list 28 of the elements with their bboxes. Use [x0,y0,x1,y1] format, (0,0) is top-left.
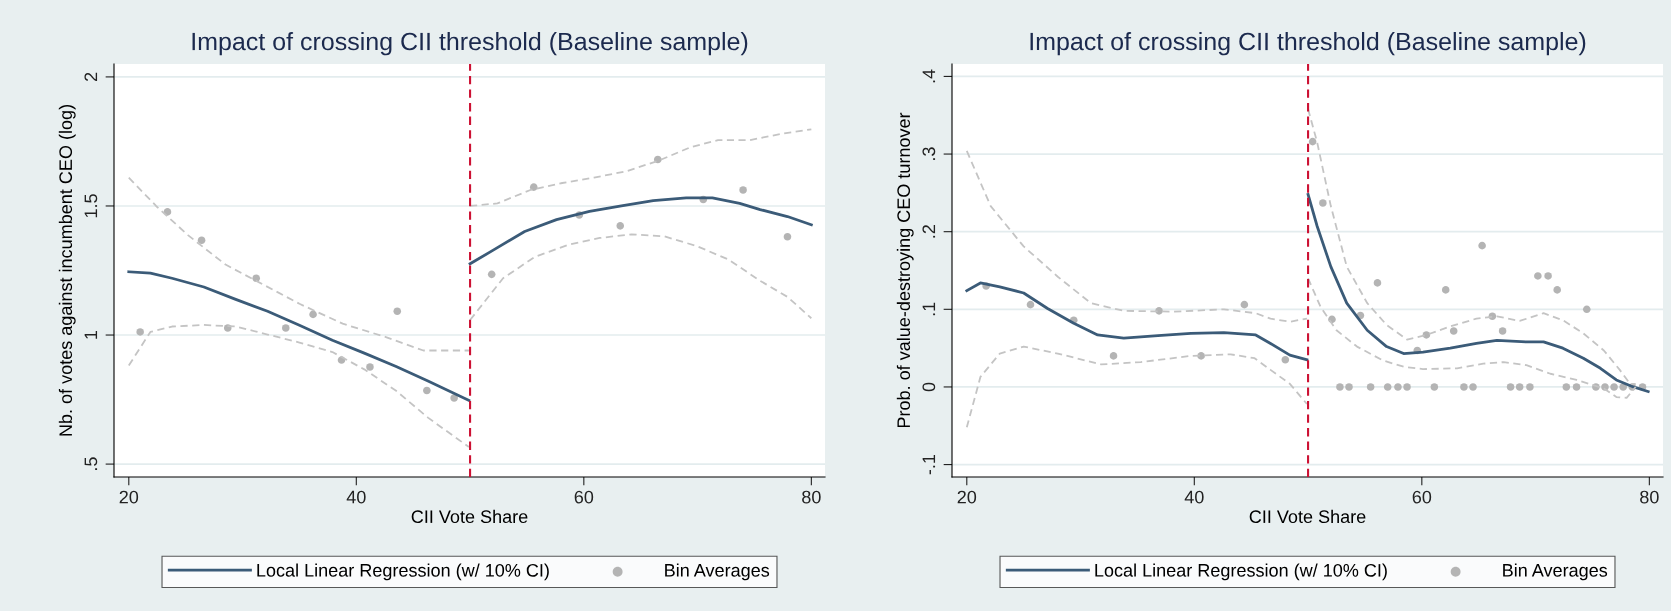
chart-title: Impact of crossing CII threshold (Baseline sample) [1030,31,1586,56]
legend-label: Bin Averages [1503,563,1608,581]
chart-title: Impact of crossing CII threshold (Baseline sample) [192,31,748,56]
y-tick-label: -.1 [922,454,936,475]
y-tick-label: .2 [922,225,936,238]
y-tick-label: 2 [84,72,98,82]
y-tick-label: .4 [922,69,936,83]
y-tick-label: 0 [922,382,936,392]
x-axis-title: CII Vote Share [1249,509,1366,524]
x-tick-label: 80 [802,490,821,504]
legend-label: Local Linear Regression (w/ 10% CI) [1095,563,1387,581]
x-tick-label: 20 [119,490,139,504]
x-tick-label: 20 [957,490,977,504]
legend-label: Bin Averages [665,563,770,581]
x-tick-label: 40 [1184,490,1204,504]
x-tick-label: 60 [574,490,594,504]
y-tick-label: 1.5 [84,194,98,218]
legend-label: Local Linear Regression (w/ 10% CI) [257,563,549,581]
x-tick-label: 80 [1640,490,1659,504]
y-tick-label: .1 [922,302,936,316]
x-tick-label: 40 [346,490,366,504]
y-tick-label: 1 [84,330,98,339]
y-axis-title: Nb. of votes against incumbent CEO (log) [58,105,76,436]
x-axis-title: CII Vote Share [411,509,528,524]
y-tick-label: .5 [84,457,98,470]
y-tick-label: .3 [922,147,936,160]
y-axis-title: Prob. of value-destroying CEO turnover [896,112,914,428]
x-tick-label: 60 [1412,490,1432,504]
